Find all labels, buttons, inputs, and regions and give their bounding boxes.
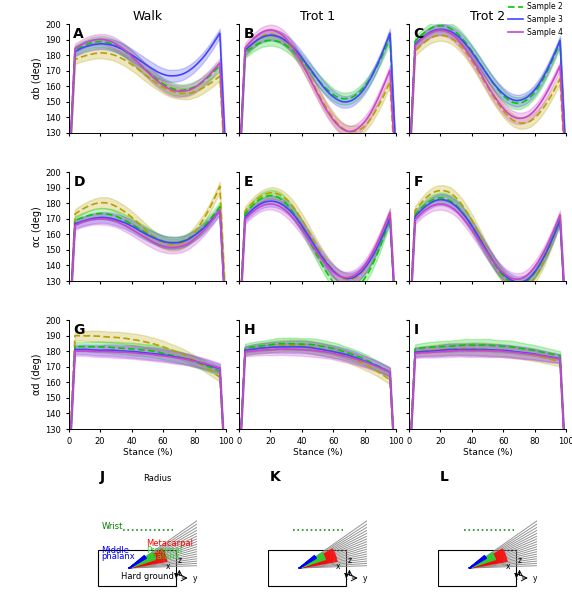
Text: z: z	[177, 556, 181, 565]
Text: y: y	[533, 574, 537, 583]
Text: L: L	[440, 470, 448, 484]
Bar	[98, 550, 176, 586]
X-axis label: Stance (%): Stance (%)	[293, 448, 342, 457]
Text: x: x	[336, 562, 340, 571]
Text: Proximal: Proximal	[146, 545, 182, 554]
Text: C: C	[414, 27, 424, 41]
Text: E: E	[244, 175, 253, 190]
Text: Hard ground: Hard ground	[121, 572, 174, 581]
Text: x: x	[506, 562, 510, 571]
X-axis label: Stance (%): Stance (%)	[122, 448, 172, 457]
Title: Walk: Walk	[132, 10, 162, 23]
Text: K: K	[269, 470, 280, 484]
Text: y: y	[193, 574, 197, 583]
Text: Wrist: Wrist	[101, 521, 123, 530]
Bar	[268, 550, 346, 586]
Text: phalanx: phalanx	[101, 552, 135, 561]
Text: B: B	[244, 27, 254, 41]
Text: G: G	[73, 323, 85, 337]
Text: x: x	[165, 562, 170, 571]
Text: H: H	[244, 323, 255, 337]
Text: y: y	[363, 574, 367, 583]
Text: F: F	[414, 175, 423, 190]
Text: Metacarpal: Metacarpal	[146, 539, 193, 548]
Y-axis label: αd (deg): αd (deg)	[33, 354, 42, 395]
Text: Radius: Radius	[143, 474, 172, 483]
Text: z: z	[518, 556, 522, 565]
Text: D: D	[73, 175, 85, 190]
Text: I: I	[414, 323, 419, 337]
Text: phalanx: phalanx	[146, 552, 180, 561]
Text: z: z	[347, 556, 351, 565]
Y-axis label: αc (deg): αc (deg)	[33, 206, 42, 247]
X-axis label: Stance (%): Stance (%)	[463, 448, 513, 457]
Legend: Sample 1, Sample 2, Sample 3, Sample 4: Sample 1, Sample 2, Sample 3, Sample 4	[505, 0, 566, 40]
Bar	[438, 550, 517, 586]
Y-axis label: αb (deg): αb (deg)	[33, 58, 42, 99]
Text: A: A	[73, 27, 84, 41]
Text: J: J	[100, 470, 105, 484]
Title: Trot 2: Trot 2	[470, 10, 505, 23]
Text: Middle: Middle	[101, 545, 129, 554]
Title: Trot 1: Trot 1	[300, 10, 335, 23]
